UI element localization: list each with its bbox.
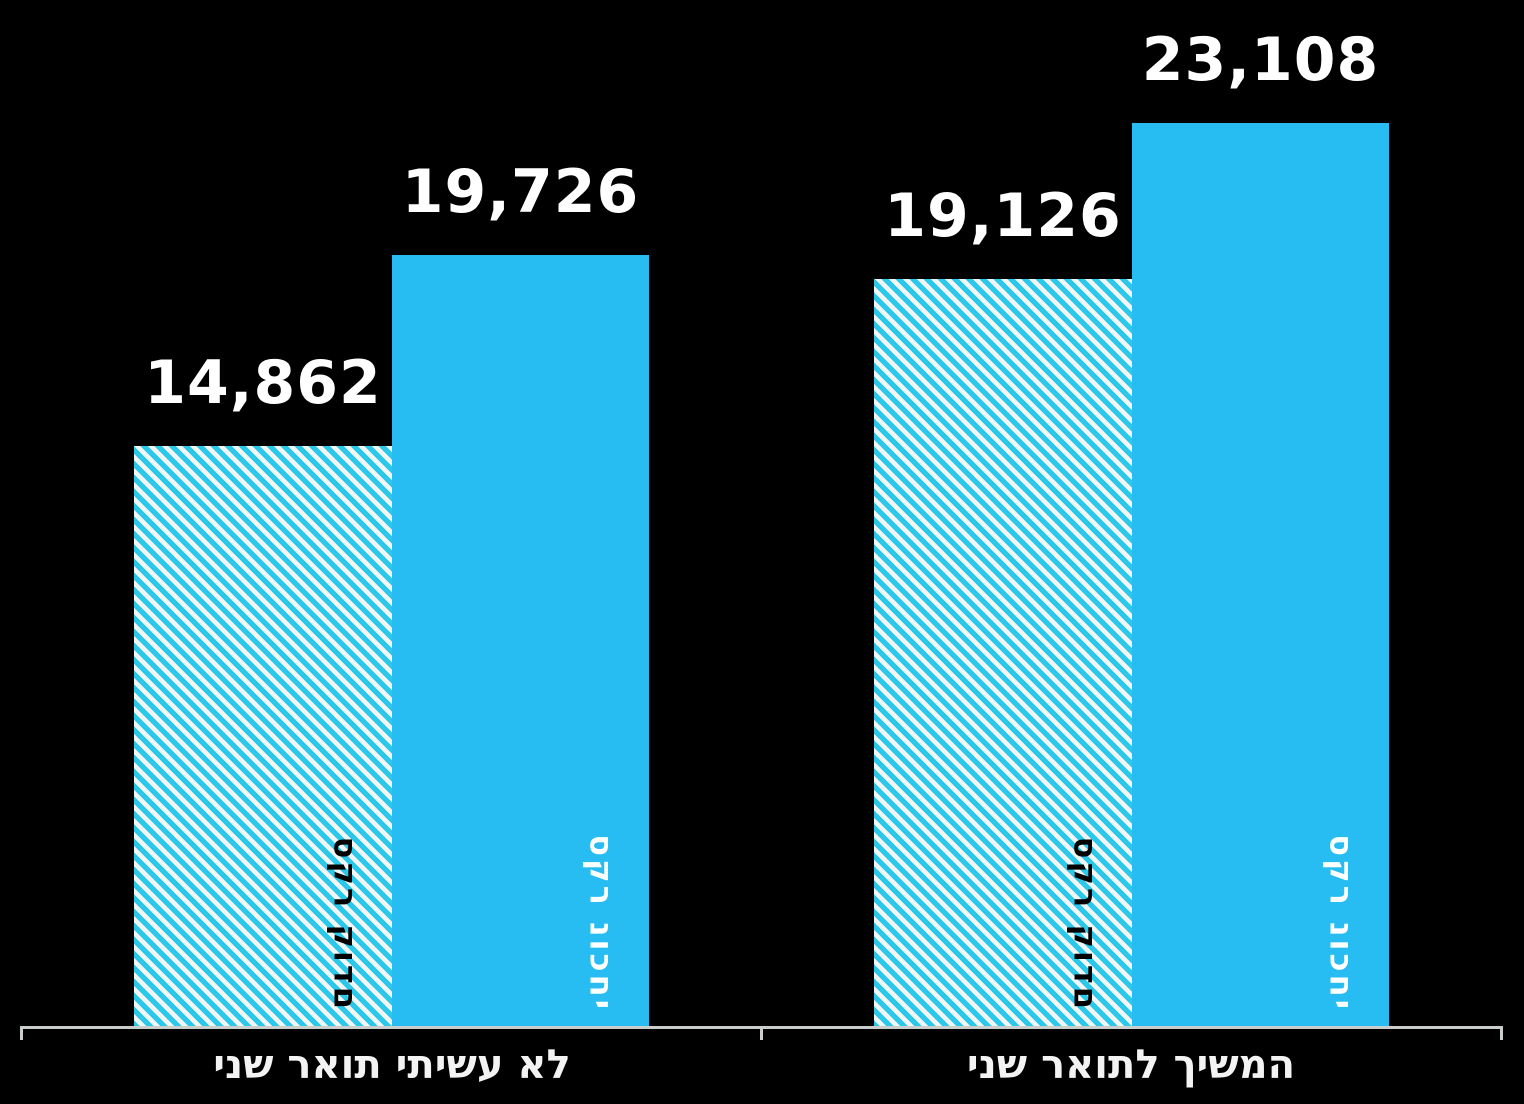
bar-current-survey-masters: סקר נוכחי <box>1132 123 1389 1028</box>
value-label-previous-survey-no-masters: 14,862 <box>144 348 382 418</box>
x-axis-tick-right <box>1500 1026 1503 1040</box>
series-label-current-survey: סקר נוכחי <box>1323 834 1361 1012</box>
bar-previous-survey-no-masters: סקר קודם <box>134 446 392 1028</box>
category-label-no-masters: לא עשיתי תואר שני <box>213 1042 571 1088</box>
series-label-current-survey: סקר נוכחי <box>583 834 621 1012</box>
series-label-previous-survey: סקר קודם <box>1066 836 1104 1012</box>
x-axis-tick-left <box>20 1026 23 1040</box>
series-label-previous-survey: סקר קודם <box>326 836 364 1012</box>
bar-previous-survey-masters: סקר קודם <box>874 279 1132 1028</box>
value-label-current-survey-masters: 23,108 <box>1141 25 1380 95</box>
value-label-previous-survey-masters: 19,126 <box>884 181 1122 251</box>
bar-current-survey-no-masters: סקר נוכחי <box>392 255 649 1028</box>
x-axis-tick-center <box>760 1026 763 1040</box>
value-label-current-survey-no-masters: 19,726 <box>401 157 640 227</box>
category-label-masters: המשיך לתואר שני <box>966 1042 1296 1088</box>
